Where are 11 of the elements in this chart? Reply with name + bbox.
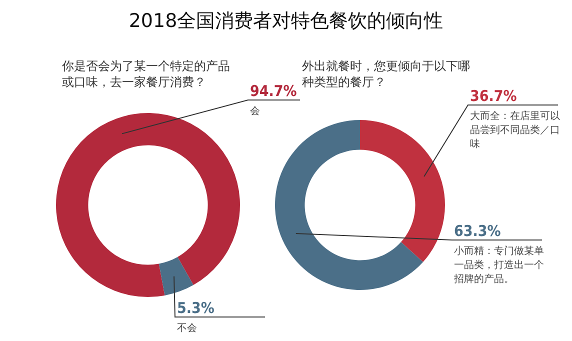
- slice-label: 不会: [177, 322, 197, 334]
- data-label: 63.3%: [454, 222, 502, 240]
- chart-title: 2018全国消费者对特色餐饮的倾向性: [128, 9, 444, 34]
- slice-label: 大而全：在店里可以品尝到不同品类／口味: [470, 110, 560, 150]
- slice-label: 小而精：专门做某单一品类，打造出一个招牌的产品。: [453, 245, 544, 285]
- data-label: 36.7%: [470, 87, 518, 105]
- data-label: 5.3%: [177, 299, 215, 317]
- chart-subtitle: 你是否会为了某一个特定的产品或口味，去一家餐厅消费？: [62, 58, 231, 90]
- slice-label: 会: [250, 105, 260, 117]
- chart-subtitle: 外出就餐时，您更倾向于以下哪种类型的餐厅？: [302, 59, 470, 89]
- data-label: 94.7%: [250, 82, 298, 100]
